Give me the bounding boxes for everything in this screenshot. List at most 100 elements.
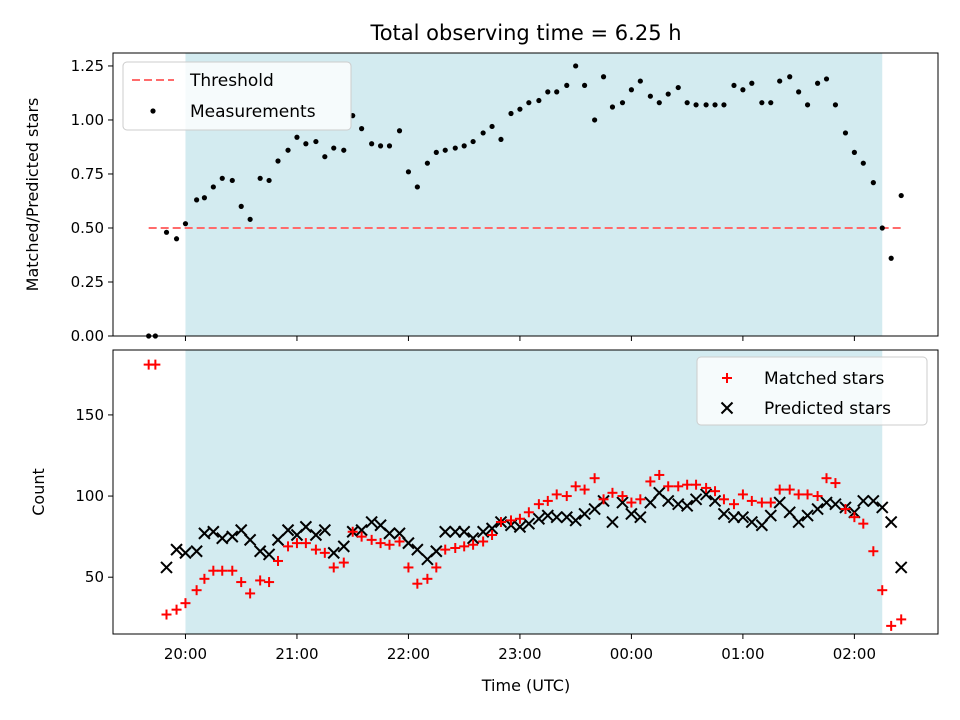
matched-point bbox=[283, 541, 294, 552]
measurement-point bbox=[470, 138, 476, 145]
measurement-point bbox=[656, 100, 662, 106]
measurement-point bbox=[851, 149, 857, 155]
legend-predicted-swatch bbox=[720, 401, 734, 415]
measurement-point bbox=[452, 145, 458, 151]
matched-point bbox=[523, 507, 534, 518]
measurement-point bbox=[860, 160, 866, 166]
matched-point bbox=[896, 614, 907, 625]
measurement-point bbox=[600, 74, 607, 80]
legend-measurements-swatch bbox=[150, 108, 156, 114]
matched-point bbox=[180, 598, 191, 609]
measurement-point bbox=[870, 180, 876, 186]
matched-point bbox=[506, 515, 517, 526]
measurement-point bbox=[823, 76, 830, 82]
matched-point bbox=[868, 546, 879, 557]
measurement-point bbox=[461, 143, 467, 149]
measurement-point bbox=[257, 175, 263, 181]
measurement-point bbox=[369, 141, 375, 147]
top-x-ticks bbox=[184, 336, 855, 341]
bottom-y-axis-label: Count bbox=[29, 468, 48, 516]
count-panel: 50 100 150 20:00 21:00 22:00 23:00 00:00 01:00 0… bbox=[29, 349, 939, 695]
ratio-panel: 0.00 0.25 0.50 0.75 1.00 1.25 Matched/Predict… bbox=[23, 52, 939, 345]
predicted-point bbox=[327, 546, 340, 560]
predicted-point bbox=[884, 515, 898, 529]
predicted-point bbox=[708, 494, 722, 508]
predicted-point bbox=[717, 507, 731, 521]
top-legend: Threshold Measurements bbox=[122, 61, 352, 131]
measurement-point bbox=[275, 158, 281, 164]
x-axis-label: Time (UTC) bbox=[481, 676, 570, 695]
matched-point bbox=[171, 604, 182, 615]
matched-point bbox=[858, 518, 869, 529]
predicted-point bbox=[634, 510, 647, 524]
predicted-point bbox=[485, 522, 499, 535]
measurement-point bbox=[749, 80, 755, 86]
measurement-point bbox=[219, 175, 225, 181]
measurement-point bbox=[592, 117, 598, 123]
matched-point bbox=[366, 534, 377, 545]
bottom-y-ticks: 50 100 150 bbox=[75, 406, 113, 586]
predicted-point bbox=[745, 515, 759, 529]
matched-point bbox=[673, 481, 684, 492]
matched-point bbox=[514, 513, 525, 524]
predicted-point bbox=[661, 494, 675, 508]
predicted-point bbox=[736, 510, 750, 524]
measurement-point bbox=[517, 106, 523, 112]
matched-point bbox=[607, 487, 618, 498]
matched-point bbox=[245, 588, 256, 599]
matched-point bbox=[412, 578, 423, 589]
matched-point bbox=[635, 494, 646, 505]
matched-point bbox=[161, 609, 172, 620]
matched-point bbox=[598, 494, 609, 505]
measurement-point bbox=[619, 100, 626, 106]
measurement-point bbox=[285, 147, 291, 153]
predicted-point bbox=[689, 493, 703, 506]
measurement-point bbox=[564, 82, 570, 89]
measurement-point bbox=[508, 110, 514, 117]
matched-point bbox=[255, 575, 266, 586]
matched-point bbox=[802, 489, 813, 500]
predicted-point bbox=[801, 509, 814, 522]
matched-point bbox=[310, 544, 321, 555]
measurement-point bbox=[609, 104, 616, 110]
measurement-point bbox=[703, 102, 709, 108]
predicted-point bbox=[466, 532, 480, 545]
matched-point bbox=[746, 495, 757, 506]
x-tick-label: 02:00 bbox=[833, 645, 876, 663]
measurement-points bbox=[146, 63, 904, 339]
predicted-point bbox=[226, 530, 239, 543]
matched-point bbox=[654, 469, 665, 480]
predicted-point bbox=[160, 561, 173, 574]
predicted-point bbox=[179, 546, 192, 560]
predicted-point bbox=[625, 507, 638, 521]
matched-point bbox=[849, 512, 860, 523]
matched-point bbox=[431, 562, 442, 573]
predicted-point bbox=[243, 533, 257, 547]
predicted-point bbox=[867, 494, 880, 508]
predicted-point bbox=[811, 502, 824, 516]
x-tick-label: 22:00 bbox=[387, 645, 430, 663]
matched-point bbox=[784, 484, 795, 495]
measurement-point bbox=[424, 160, 430, 166]
measurement-point bbox=[554, 89, 560, 95]
matched-point bbox=[718, 494, 729, 505]
matched-point bbox=[356, 531, 367, 542]
measurement-point bbox=[545, 89, 551, 95]
predicted-point bbox=[439, 525, 452, 538]
measurement-point bbox=[628, 87, 635, 93]
predicted-point bbox=[644, 496, 657, 509]
matched-point bbox=[191, 585, 202, 596]
measurement-point bbox=[888, 255, 894, 261]
bottom-y-tick-label: 50 bbox=[85, 568, 104, 586]
measurement-point bbox=[331, 145, 337, 151]
measurement-point bbox=[814, 80, 821, 86]
measurement-point bbox=[581, 82, 588, 89]
top-y-axis-label: Matched/Predicted stars bbox=[23, 98, 42, 292]
measurement-point bbox=[303, 141, 309, 147]
matched-point bbox=[291, 538, 302, 549]
top-y-tick-label: 1.25 bbox=[71, 57, 104, 75]
predicted-point bbox=[216, 532, 229, 545]
measurement-point bbox=[693, 102, 699, 108]
measurement-point bbox=[359, 126, 365, 132]
